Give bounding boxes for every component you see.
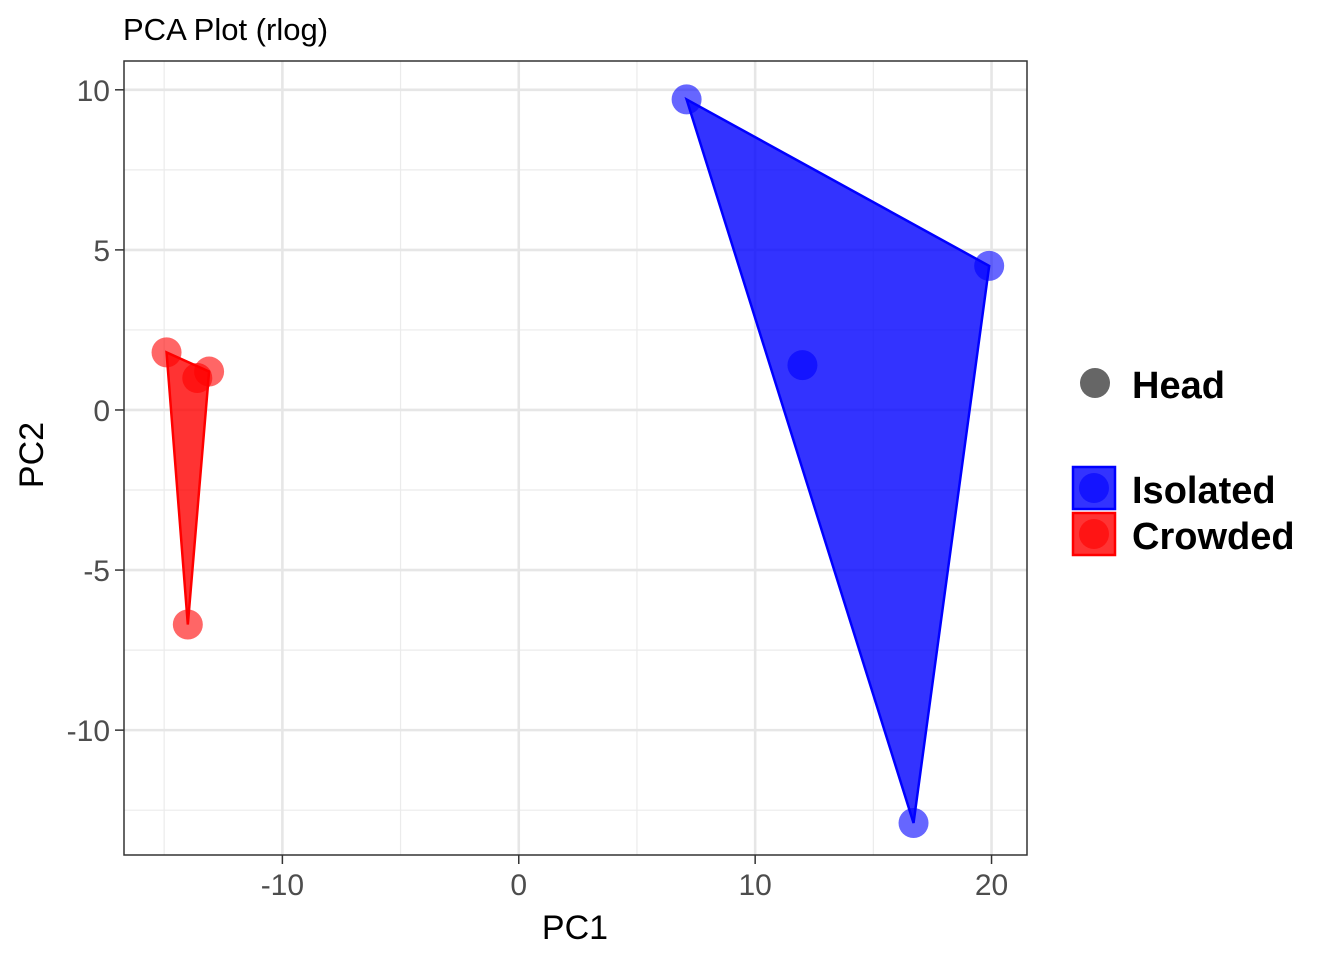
x-axis: -10 0 10 20 bbox=[261, 855, 1008, 902]
y-tick-label: 0 bbox=[93, 395, 110, 428]
data-points bbox=[151, 84, 1005, 838]
point-isolated bbox=[671, 84, 702, 115]
x-tick-label: 0 bbox=[510, 869, 527, 902]
y-axis-title: PC2 bbox=[13, 422, 51, 488]
point-isolated bbox=[787, 350, 818, 381]
y-tick-label: 5 bbox=[93, 235, 110, 268]
hull-isolated bbox=[684, 96, 991, 824]
point-crowded bbox=[182, 362, 213, 393]
point-isolated bbox=[974, 250, 1005, 281]
point-isolated bbox=[898, 807, 929, 838]
legend-head-label: Head bbox=[1132, 365, 1225, 407]
legend-key-dot-crowded bbox=[1079, 519, 1109, 549]
legend-key-dot-isolated bbox=[1079, 473, 1109, 503]
legend-label-isolated: Isolated bbox=[1132, 470, 1276, 512]
y-tick-label: -10 bbox=[67, 715, 110, 748]
point-crowded bbox=[151, 337, 182, 368]
point-crowded bbox=[172, 609, 203, 640]
group-hulls bbox=[165, 96, 991, 824]
hull-crowded bbox=[165, 350, 211, 625]
chart-title: PCA Plot (rlog) bbox=[123, 12, 328, 47]
x-tick-label: -10 bbox=[261, 869, 304, 902]
plot-border bbox=[123, 60, 1028, 856]
y-tick-label: 10 bbox=[77, 75, 110, 108]
legend-label-crowded: Crowded bbox=[1132, 516, 1295, 558]
legend-head-key bbox=[1080, 368, 1110, 398]
y-axis: 10 5 0 -5 -10 bbox=[67, 75, 124, 748]
x-axis-title: PC1 bbox=[542, 909, 608, 947]
plot-area bbox=[123, 60, 1028, 856]
x-tick-label: 20 bbox=[975, 869, 1008, 902]
x-tick-label: 10 bbox=[738, 869, 771, 902]
y-tick-label: -5 bbox=[83, 555, 110, 588]
